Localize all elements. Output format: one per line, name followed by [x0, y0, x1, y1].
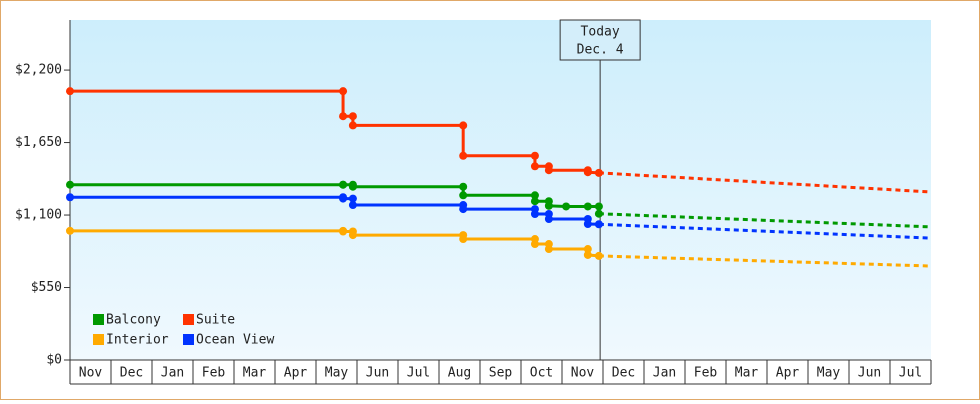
point	[348, 194, 357, 203]
point	[459, 235, 468, 244]
forecast-line	[598, 254, 932, 268]
x-tick-label: Jan	[653, 366, 676, 381]
point	[459, 121, 468, 130]
point	[544, 214, 553, 223]
point	[459, 151, 468, 160]
point	[594, 251, 603, 260]
forecast-line	[598, 222, 932, 240]
point	[66, 87, 74, 96]
point	[544, 245, 553, 254]
plot-area	[70, 20, 931, 360]
legend-label: Ocean View	[196, 333, 274, 348]
x-tick-label: Jun	[858, 366, 881, 381]
y-tick-label: $0	[46, 353, 62, 368]
point	[530, 151, 539, 160]
point	[348, 182, 357, 191]
legend-label: Suite	[196, 313, 235, 328]
x-tick-label: Nov	[571, 366, 595, 381]
point	[583, 220, 592, 228]
point	[348, 231, 357, 240]
x-tick-label: Mar	[243, 366, 267, 381]
point	[544, 201, 553, 210]
point	[459, 182, 468, 191]
point	[459, 191, 468, 200]
point	[66, 226, 74, 235]
point	[562, 202, 571, 211]
y-tick-label: $1,100	[15, 208, 62, 223]
legend-label: Balcony	[106, 313, 161, 328]
point	[66, 193, 74, 202]
point	[583, 168, 592, 177]
x-tick-label: Feb	[694, 366, 718, 381]
legend-swatch	[183, 334, 194, 345]
point	[348, 121, 357, 130]
point	[594, 202, 603, 211]
point	[583, 202, 592, 211]
legend-label: Interior	[106, 333, 169, 348]
forecast-line	[598, 171, 932, 194]
point	[348, 201, 357, 210]
x-tick-label: Dec	[120, 366, 143, 381]
point	[339, 180, 348, 189]
today-date: Dec. 4	[577, 43, 624, 58]
point	[530, 209, 539, 218]
point	[339, 87, 348, 96]
forecast-line	[598, 212, 932, 229]
x-tick-label: Mar	[735, 366, 759, 381]
point	[530, 197, 539, 206]
point	[459, 205, 468, 214]
point	[594, 168, 603, 177]
x-tick-label: May	[325, 366, 349, 381]
y-tick-label: $2,200	[15, 63, 62, 78]
x-tick-label: Jan	[161, 366, 184, 381]
point	[530, 191, 539, 200]
x-tick-label: Feb	[202, 366, 226, 381]
point	[339, 112, 348, 121]
today-box	[559, 19, 641, 61]
point	[339, 194, 348, 203]
legend-swatch	[183, 314, 194, 325]
legend-swatch	[93, 314, 104, 325]
x-tick-label: Jun	[366, 366, 389, 381]
point	[594, 220, 603, 229]
y-tick-label: $550	[31, 280, 62, 295]
point	[339, 227, 348, 236]
x-tick-label: Aug	[448, 366, 471, 381]
x-tick-label: Dec	[612, 366, 635, 381]
legend-swatch	[93, 334, 104, 345]
x-tick-label: Nov	[79, 366, 103, 381]
x-tick-label: Sep	[489, 366, 513, 381]
point	[594, 209, 603, 218]
point	[348, 112, 357, 121]
point	[530, 240, 539, 249]
point	[583, 245, 592, 254]
point	[583, 250, 592, 259]
y-tick-label: $1,650	[15, 135, 62, 150]
point	[66, 180, 74, 189]
x-tick-label: May	[817, 366, 841, 381]
point	[530, 162, 539, 171]
x-tick-label: Jul	[899, 366, 922, 381]
x-tick-label: Jul	[407, 366, 430, 381]
x-tick-label: Apr	[776, 366, 800, 381]
point	[544, 166, 553, 175]
today-title: Today	[581, 25, 620, 40]
x-tick-label: Oct	[530, 366, 553, 381]
x-tick-label: Apr	[284, 366, 308, 381]
